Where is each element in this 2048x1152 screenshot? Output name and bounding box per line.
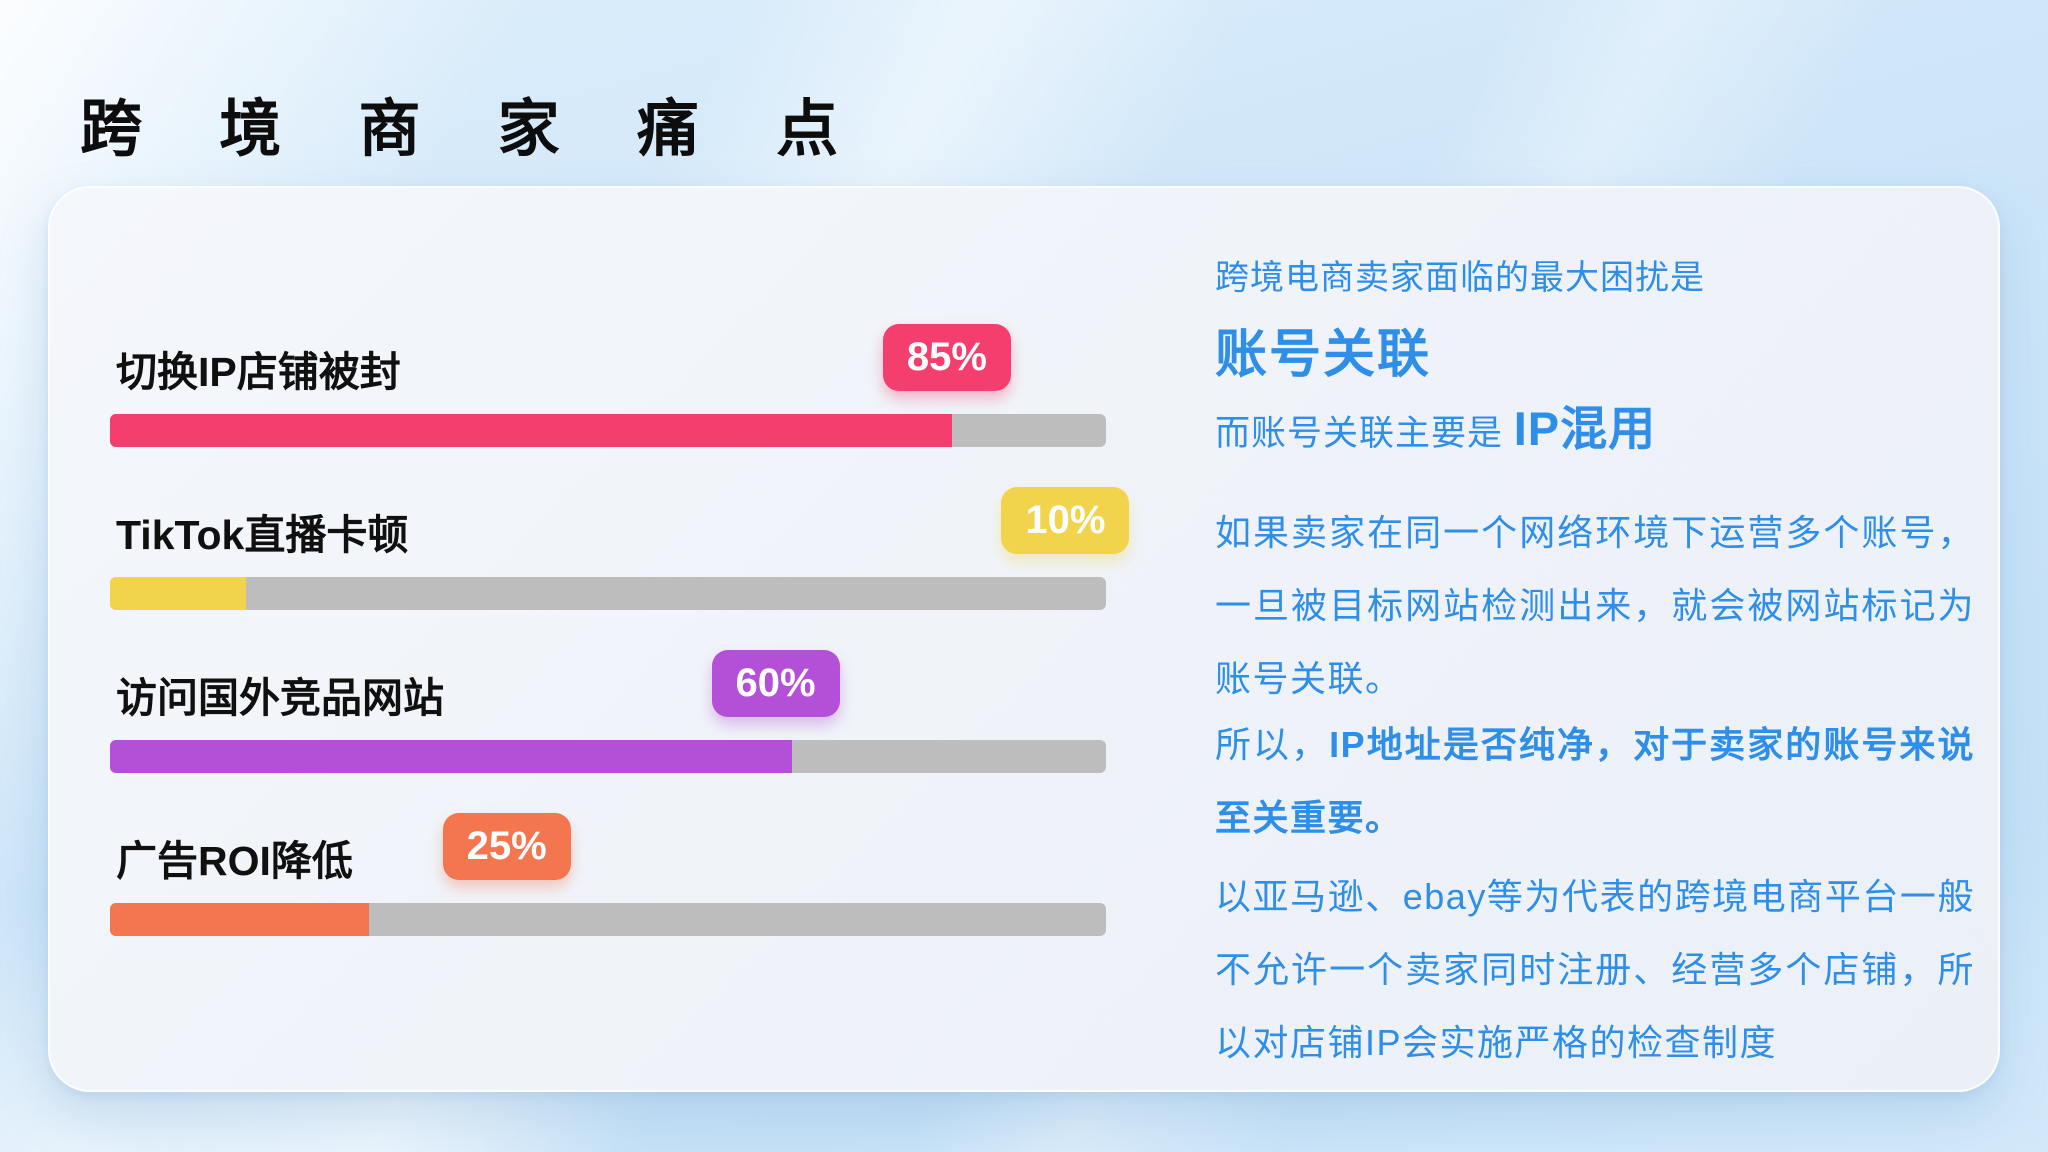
bar-track: [110, 414, 1106, 447]
headline-account-association: 账号关联: [1215, 326, 1432, 384]
bar-value-badge: 85%: [882, 324, 1011, 391]
bar-row: 访问国外竞品网站 60%: [110, 650, 1106, 774]
bar-track: [110, 577, 1106, 610]
page-title: 跨 境 商 家 痛 点: [80, 95, 869, 164]
bar-fill: [110, 414, 952, 447]
bar-label: TikTok直播卡顿: [116, 512, 409, 558]
bar-row: 广告ROI降低 25%: [110, 813, 1106, 937]
ip-mixing-highlight: IP混用: [1513, 402, 1657, 455]
bar-fill: [110, 740, 793, 773]
bar-row: 切换IP店铺被封 85%: [110, 324, 1106, 448]
bar-track: [110, 740, 1106, 773]
content-card: 切换IP店铺被封 85% TikTok直播卡顿 10% 访问国外竞品网站 60%…: [48, 186, 2000, 1092]
bar-row: TikTok直播卡顿 10%: [110, 487, 1130, 611]
bar-value-badge: 25%: [442, 813, 571, 880]
paragraph-ip-purity: 所以，IP地址是否纯净，对于卖家的账号来说至关重要。: [1215, 708, 1975, 854]
bar-fill: [110, 903, 369, 936]
ip-mixing-prefix: 而账号关联主要是: [1215, 414, 1514, 453]
ip-purity-bold: IP地址是否纯净，对于卖家的账号来说至关重要。: [1215, 724, 1975, 838]
paragraph-platform-rules: 以亚马逊、ebay等为代表的跨境电商平台一般不允许一个卖家同时注册、经营多个店铺…: [1215, 876, 1975, 1063]
bar-track: [110, 903, 1106, 936]
paragraph-account-detection: 如果卖家在同一个网络环境下运营多个账号，一旦被目标网站检测出来，就会被网站标记为…: [1215, 512, 1975, 699]
bar-value-badge: 60%: [711, 650, 840, 717]
bar-fill: [110, 577, 247, 610]
intro-line: 跨境电商卖家面临的最大困扰是: [1215, 259, 1705, 297]
ip-purity-prefix: 所以，: [1215, 724, 1330, 765]
bar-label: 广告ROI降低: [116, 838, 353, 884]
bar-value-badge: 10%: [1001, 487, 1130, 554]
bar-label: 访问国外竞品网站: [116, 675, 444, 721]
bar-label: 切换IP店铺被封: [116, 349, 401, 395]
ip-mixing-line: 而账号关联主要是 IP混用: [1215, 390, 1975, 459]
